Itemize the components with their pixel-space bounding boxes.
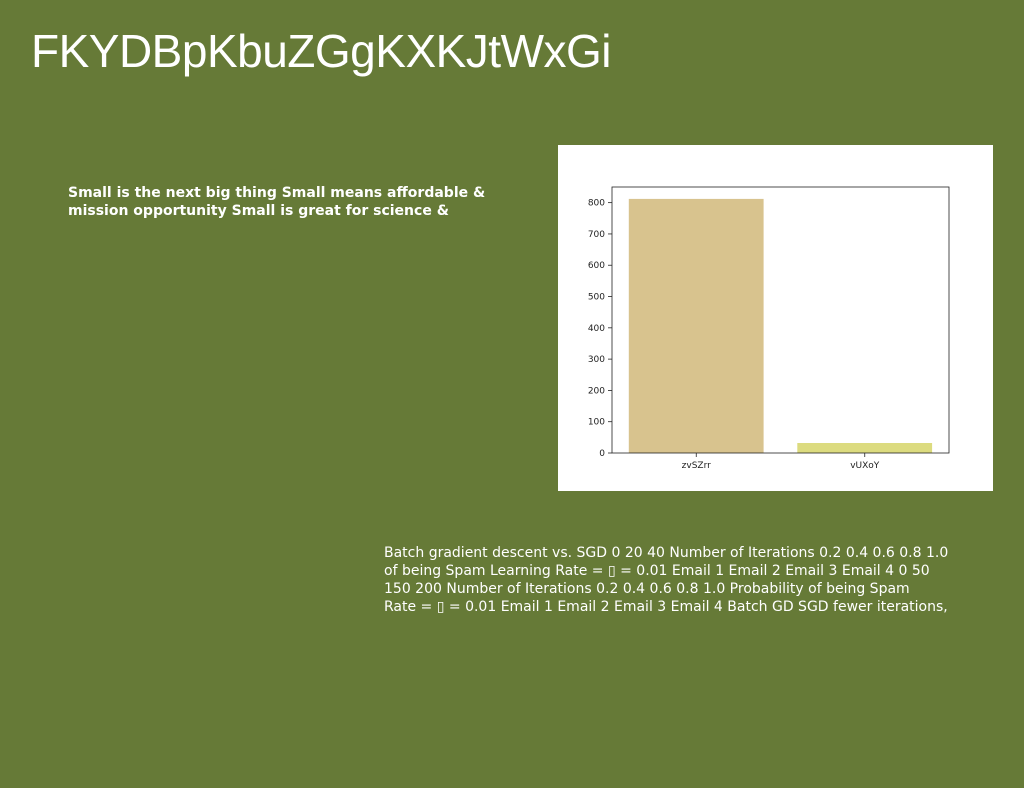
body-text-line: mission opportunity Small is great for s… — [68, 203, 449, 219]
body-text-line: Small is the next big thing Small means … — [68, 185, 486, 201]
caption-text-line: of being Spam Learning Rate = ▯ = 0.01 E… — [384, 563, 930, 579]
y-tick-label: 800 — [588, 199, 605, 209]
body-text-block: Small is the next big thing Small means … — [68, 184, 518, 220]
caption-text-line: 150 200 Number of Iterations 0.2 0.4 0.6… — [384, 581, 910, 597]
bar-chart: zvSZrr vUXoY 0 100 200 300 400 500 600 700 800 — [558, 145, 993, 491]
caption-text-line: Rate = ▯ = 0.01 Email 1 Email 2 Email 3 … — [384, 599, 948, 615]
bar-chart-svg: zvSZrr vUXoY 0 100 200 300 400 500 600 700 800 — [588, 186, 950, 471]
x-tick-label: vUXoY — [850, 461, 880, 471]
y-tick-label: 0 — [599, 449, 605, 459]
y-tick-label: 100 — [588, 418, 605, 428]
y-tick-label: 200 — [588, 386, 605, 396]
y-tick-label: 400 — [588, 324, 605, 334]
caption-text-block: Batch gradient descent vs. SGD 0 20 40 N… — [384, 544, 984, 616]
bar-zvSZrr — [628, 198, 764, 453]
slide-title: FKYDBpKbuZGgKXKJtWxGi — [31, 25, 612, 77]
caption-text-line: Batch gradient descent vs. SGD 0 20 40 N… — [384, 545, 949, 561]
bar-vUXoY — [797, 443, 933, 453]
y-tick-label: 500 — [588, 293, 605, 303]
y-tick-label: 600 — [588, 261, 605, 271]
y-tick-label: 300 — [588, 355, 605, 365]
plot-frame — [611, 186, 950, 454]
x-tick-label: zvSZrr — [682, 461, 711, 471]
y-tick-label: 700 — [588, 230, 605, 240]
